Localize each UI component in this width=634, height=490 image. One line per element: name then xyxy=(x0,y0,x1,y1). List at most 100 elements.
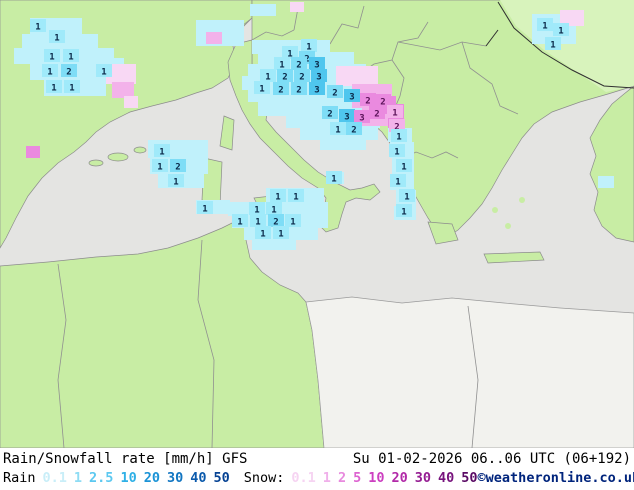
precip-value: 2 xyxy=(365,97,370,107)
rain-scale: 0.1 1 2.5 10 20 30 40 50 xyxy=(36,469,230,488)
precip-cell xyxy=(389,119,405,132)
precip-value: 1 xyxy=(401,208,406,218)
precip-value: 1 xyxy=(335,126,340,136)
scale-value: 0.1 xyxy=(42,470,67,486)
precip-cell xyxy=(399,189,415,202)
island-mallorca xyxy=(107,152,129,162)
precip-value: 1 xyxy=(173,178,178,188)
precip-value: 1 xyxy=(396,133,401,143)
precip-value: 2 xyxy=(394,123,399,133)
copyright: ©weatheronline.co.uk xyxy=(477,470,634,486)
precip-cell xyxy=(291,82,307,95)
precip-value: 2 xyxy=(282,73,287,83)
precip-cell xyxy=(389,144,405,157)
precip-cell xyxy=(152,159,168,172)
rain-label: Rain xyxy=(3,470,36,486)
precip-value: 1 xyxy=(255,218,260,228)
precip-value: 3 xyxy=(314,86,319,96)
precip-value: 1 xyxy=(159,148,164,158)
precip-value: 3 xyxy=(314,61,319,71)
scale-value: 40 xyxy=(438,470,455,486)
precip-cell xyxy=(339,109,355,122)
precip-cell xyxy=(396,204,412,217)
precip-patch xyxy=(106,64,136,84)
precip-value: 1 xyxy=(395,178,400,188)
precip-value: 1 xyxy=(401,163,406,173)
precip-patch xyxy=(336,66,378,86)
scale-value: 10 xyxy=(368,470,385,486)
precip-patch xyxy=(252,238,296,250)
scale-value: 20 xyxy=(391,470,408,486)
precip-value: 2 xyxy=(351,126,356,136)
precip-value: 1 xyxy=(254,206,259,216)
precip-value: 2 xyxy=(175,163,180,173)
scale-value: 0.1 xyxy=(291,470,316,486)
precip-cell xyxy=(250,214,266,227)
precip-cell xyxy=(545,37,561,50)
precip-value: 1 xyxy=(392,109,397,119)
scale-value: 50 xyxy=(213,470,230,486)
precip-cell xyxy=(322,106,338,119)
legend-row-scales: Rain 0.1 1 2.5 10 20 30 40 50 Snow: 0.1 1 2 5 10 20 3… xyxy=(0,469,634,488)
precip-value: 1 xyxy=(69,84,74,94)
precip-value: 1 xyxy=(157,163,162,173)
precip-value: 2 xyxy=(332,89,337,99)
precip-value: 1 xyxy=(306,43,311,53)
precip-cell xyxy=(63,49,79,62)
precip-value: 2 xyxy=(296,86,301,96)
land-libya-desert xyxy=(305,296,634,448)
scale-value: 40 xyxy=(190,470,207,486)
precip-patch xyxy=(112,82,134,98)
precip-value: 1 xyxy=(47,68,52,78)
precip-cell xyxy=(170,159,186,172)
precip-cell xyxy=(270,189,286,202)
precip-value: 1 xyxy=(49,53,54,63)
precip-cell xyxy=(360,93,376,106)
island-aegean-1 xyxy=(492,207,498,213)
country-borders-dark xyxy=(485,1,634,89)
precip-cell xyxy=(309,57,325,70)
island-menorca xyxy=(133,146,147,154)
scale-value: 1 xyxy=(73,470,83,486)
scale-value: 10 xyxy=(120,470,137,486)
scale-value: 2 xyxy=(337,470,347,486)
scale-value: 2.5 xyxy=(89,470,114,486)
precip-value: 2 xyxy=(296,61,301,71)
island-peloponnese xyxy=(427,221,459,245)
precip-value: 1 xyxy=(68,53,73,63)
precip-cell xyxy=(354,110,370,123)
precip-cell xyxy=(42,64,58,77)
legend-bar: Rain/Snowfall rate [mm/h] GFS Su 01-02-2… xyxy=(0,448,634,490)
precip-value: 3 xyxy=(344,113,349,123)
precip-cell xyxy=(390,174,406,187)
precip-value: 1 xyxy=(101,68,106,78)
precip-cell xyxy=(387,105,403,118)
legend-row-title: Rain/Snowfall rate [mm/h] GFS Su 01-02-2… xyxy=(0,448,634,469)
precip-value: 1 xyxy=(293,193,298,203)
island-corsica xyxy=(219,115,235,151)
scale-value: 50 xyxy=(461,470,478,486)
precip-cell xyxy=(285,214,301,227)
precip-patch xyxy=(560,10,584,26)
precip-value: 1 xyxy=(331,175,336,185)
precip-cell xyxy=(96,64,112,77)
precip-cell xyxy=(327,85,343,98)
precip-value: 1 xyxy=(35,23,40,33)
precip-cell xyxy=(294,69,310,82)
scale-value: 1 xyxy=(322,470,331,486)
precip-value: 2 xyxy=(327,110,332,120)
precip-value: 1 xyxy=(51,84,56,94)
precip-cell xyxy=(46,80,62,93)
precip-value: 1 xyxy=(260,230,265,240)
precip-patch xyxy=(26,146,40,158)
precip-patch xyxy=(290,2,304,12)
precip-cell xyxy=(291,57,307,70)
scale-value: 5 xyxy=(353,470,362,486)
precip-cell xyxy=(266,202,282,215)
precip-cell xyxy=(64,80,80,93)
island-aegean-3 xyxy=(519,197,525,203)
precip-cell xyxy=(30,19,46,32)
precip-cell xyxy=(369,106,385,119)
precip-cells: 1111121111121231223122323222332121211111… xyxy=(30,18,569,240)
scale-value: 30 xyxy=(166,470,184,486)
